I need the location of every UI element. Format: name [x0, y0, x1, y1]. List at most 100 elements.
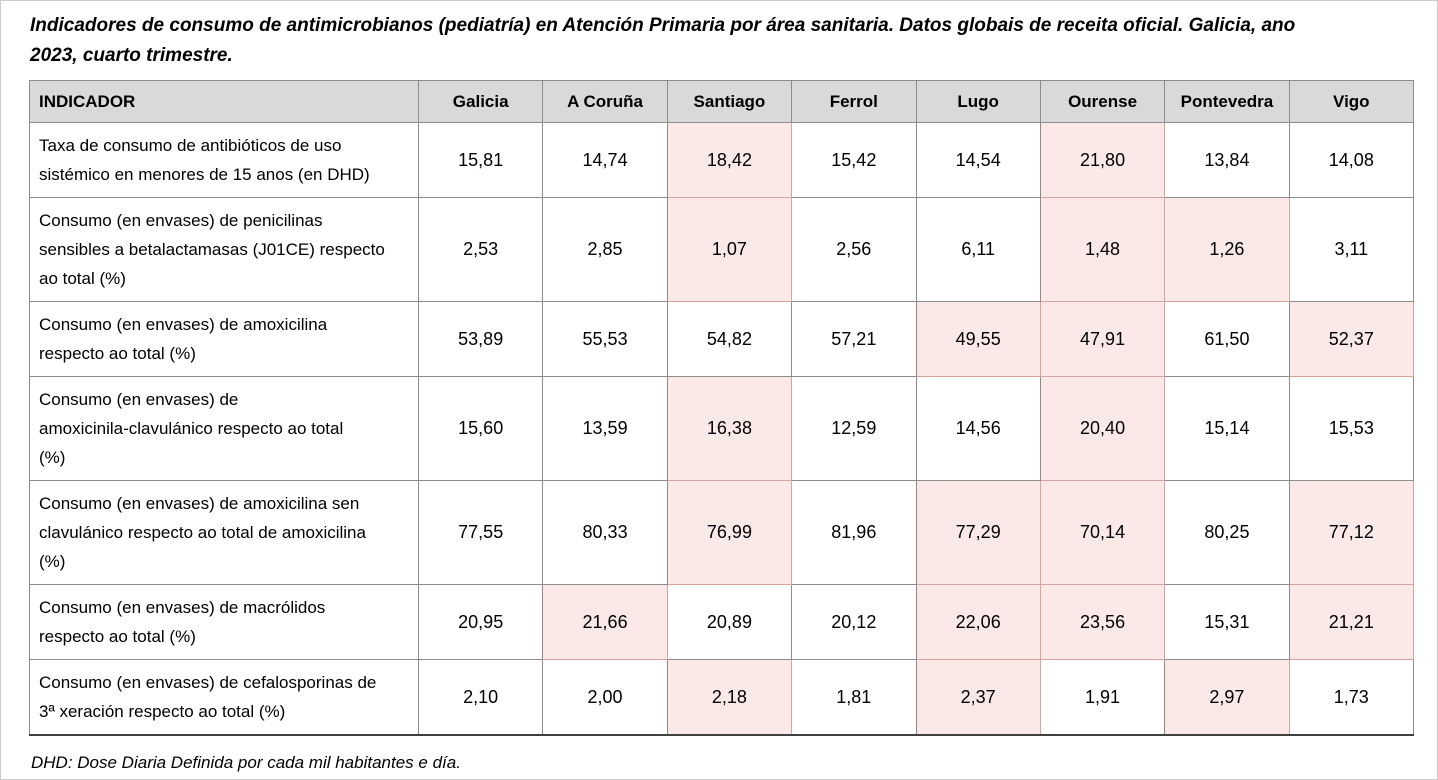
value-cell: 54,82 — [666, 301, 793, 377]
indicator-line: Consumo (en envases) de cefalosporinas d… — [39, 673, 377, 692]
header-cell-area: Vigo — [1288, 80, 1415, 123]
value-cell: 23,56 — [1039, 584, 1166, 660]
indicator-line: (%) — [39, 552, 66, 571]
value-cell: 55,53 — [542, 301, 668, 377]
indicator-cell: Consumo (en envases) de amoxicilina sen c… — [29, 480, 419, 585]
value-cell: 53,89 — [417, 301, 544, 377]
page-title-line: 2023, cuarto trimestre. — [30, 45, 233, 66]
table-row: Consumo (en envases) de macrólidos respec… — [29, 584, 1415, 660]
value-cell: 52,37 — [1288, 301, 1415, 377]
value-cell: 1,81 — [791, 659, 917, 736]
header-cell-area: A Coruña — [542, 80, 668, 123]
indicator-line: sistémico en menores de 15 anos (en DHD) — [39, 165, 370, 184]
value-cell: 13,84 — [1164, 122, 1290, 198]
value-cell: 6,11 — [915, 197, 1041, 302]
value-cell: 14,74 — [542, 122, 668, 198]
indicator-line: respecto ao total (%) — [39, 344, 196, 363]
table-header-row: INDICADOR Galicia A Coruña Santiago Ferrol Lu… — [29, 80, 1415, 123]
value-cell: 2,85 — [542, 197, 668, 302]
value-cell: 1,91 — [1039, 659, 1166, 736]
value-cell: 49,55 — [915, 301, 1041, 377]
value-cell: 22,06 — [915, 584, 1041, 660]
value-cell: 3,11 — [1288, 197, 1415, 302]
value-cell: 81,96 — [791, 480, 917, 585]
value-cell: 20,89 — [666, 584, 793, 660]
header-cell-area: Galicia — [417, 80, 544, 123]
indicator-line: Consumo (en envases) de — [39, 390, 239, 409]
header-cell-indicador: INDICADOR — [29, 80, 419, 123]
table-row: Taxa de consumo de antibióticos de uso si… — [29, 122, 1415, 198]
value-cell: 20,40 — [1039, 376, 1166, 481]
value-cell: 1,48 — [1039, 197, 1166, 302]
value-cell: 15,81 — [417, 122, 544, 198]
value-cell: 21,21 — [1288, 584, 1415, 660]
value-cell: 12,59 — [791, 376, 917, 481]
value-cell: 1,26 — [1164, 197, 1290, 302]
header-cell-area: Ferrol — [791, 80, 917, 123]
value-cell: 2,37 — [915, 659, 1041, 736]
value-cell: 47,91 — [1039, 301, 1166, 377]
value-cell: 2,18 — [666, 659, 793, 736]
value-cell: 15,31 — [1164, 584, 1290, 660]
indicator-cell: Consumo (en envases) de amoxicinila-clavu… — [29, 376, 419, 481]
indicator-cell: Consumo (en envases) de amoxicilina respe… — [29, 301, 419, 377]
value-cell: 77,55 — [417, 480, 544, 585]
value-cell: 20,12 — [791, 584, 917, 660]
table-body: Taxa de consumo de antibióticos de uso si… — [29, 122, 1415, 736]
value-cell: 14,56 — [915, 376, 1041, 481]
table-row: Consumo (en envases) de penicilinas sensi… — [29, 197, 1415, 302]
value-cell: 15,42 — [791, 122, 917, 198]
page-title: Indicadores de consumo de antimicrobiano… — [30, 11, 1411, 71]
header-cell-area: Pontevedra — [1164, 80, 1290, 123]
indicator-line: ao total (%) — [39, 269, 126, 288]
indicator-cell: Taxa de consumo de antibióticos de uso si… — [29, 122, 419, 198]
indicator-line: amoxicinila-clavulánico respecto ao tota… — [39, 419, 344, 438]
value-cell: 77,12 — [1288, 480, 1415, 585]
value-cell: 57,21 — [791, 301, 917, 377]
header-cell-area: Santiago — [666, 80, 793, 123]
table-row: Consumo (en envases) de amoxicilina respe… — [29, 301, 1415, 377]
table-row: Consumo (en envases) de cefalosporinas d… — [29, 659, 1415, 736]
value-cell: 2,97 — [1164, 659, 1290, 736]
indicator-line: respecto ao total (%) — [39, 627, 196, 646]
value-cell: 15,14 — [1164, 376, 1290, 481]
value-cell: 15,53 — [1288, 376, 1415, 481]
indicator-line: (%) — [39, 448, 66, 467]
value-cell: 80,33 — [542, 480, 668, 585]
value-cell: 21,80 — [1039, 122, 1166, 198]
indicator-line: Consumo (en envases) de penicilinas — [39, 211, 323, 230]
indicator-line: Consumo (en envases) de amoxicilina sen — [39, 494, 360, 513]
value-cell: 16,38 — [666, 376, 793, 481]
indicator-line: sensibles a betalactamasas (J01CE) respe… — [39, 240, 385, 259]
value-cell: 2,10 — [417, 659, 544, 736]
indicator-cell: Consumo (en envases) de penicilinas sensi… — [29, 197, 419, 302]
value-cell: 61,50 — [1164, 301, 1290, 377]
value-cell: 80,25 — [1164, 480, 1290, 585]
indicators-table: INDICADOR Galicia A Coruña Santiago Ferrol Lu… — [29, 80, 1415, 736]
value-cell: 1,73 — [1288, 659, 1415, 736]
value-cell: 18,42 — [666, 122, 793, 198]
indicator-cell: Consumo (en envases) de cefalosporinas d… — [29, 659, 419, 736]
indicator-line: 3ª xeración respecto ao total (%) — [39, 702, 286, 721]
table-row: Consumo (en envases) de amoxicilina sen c… — [29, 480, 1415, 585]
value-cell: 15,60 — [417, 376, 544, 481]
value-cell: 2,53 — [417, 197, 544, 302]
page-title-line: Indicadores de consumo de antimicrobiano… — [30, 15, 1296, 36]
value-cell: 77,29 — [915, 480, 1041, 585]
value-cell: 2,56 — [791, 197, 917, 302]
value-cell: 20,95 — [417, 584, 544, 660]
header-cell-area: Ourense — [1039, 80, 1166, 123]
indicator-line: Consumo (en envases) de amoxicilina — [39, 315, 328, 334]
table-row: Consumo (en envases) de amoxicinila-clavu… — [29, 376, 1415, 481]
value-cell: 21,66 — [542, 584, 668, 660]
value-cell: 1,07 — [666, 197, 793, 302]
value-cell: 76,99 — [666, 480, 793, 585]
value-cell: 70,14 — [1039, 480, 1166, 585]
value-cell: 14,08 — [1288, 122, 1415, 198]
indicator-cell: Consumo (en envases) de macrólidos respec… — [29, 584, 419, 660]
indicator-line: Consumo (en envases) de macrólidos — [39, 598, 326, 617]
value-cell: 14,54 — [915, 122, 1041, 198]
indicator-line: clavulánico respecto ao total de amoxici… — [39, 523, 366, 542]
value-cell: 13,59 — [542, 376, 668, 481]
